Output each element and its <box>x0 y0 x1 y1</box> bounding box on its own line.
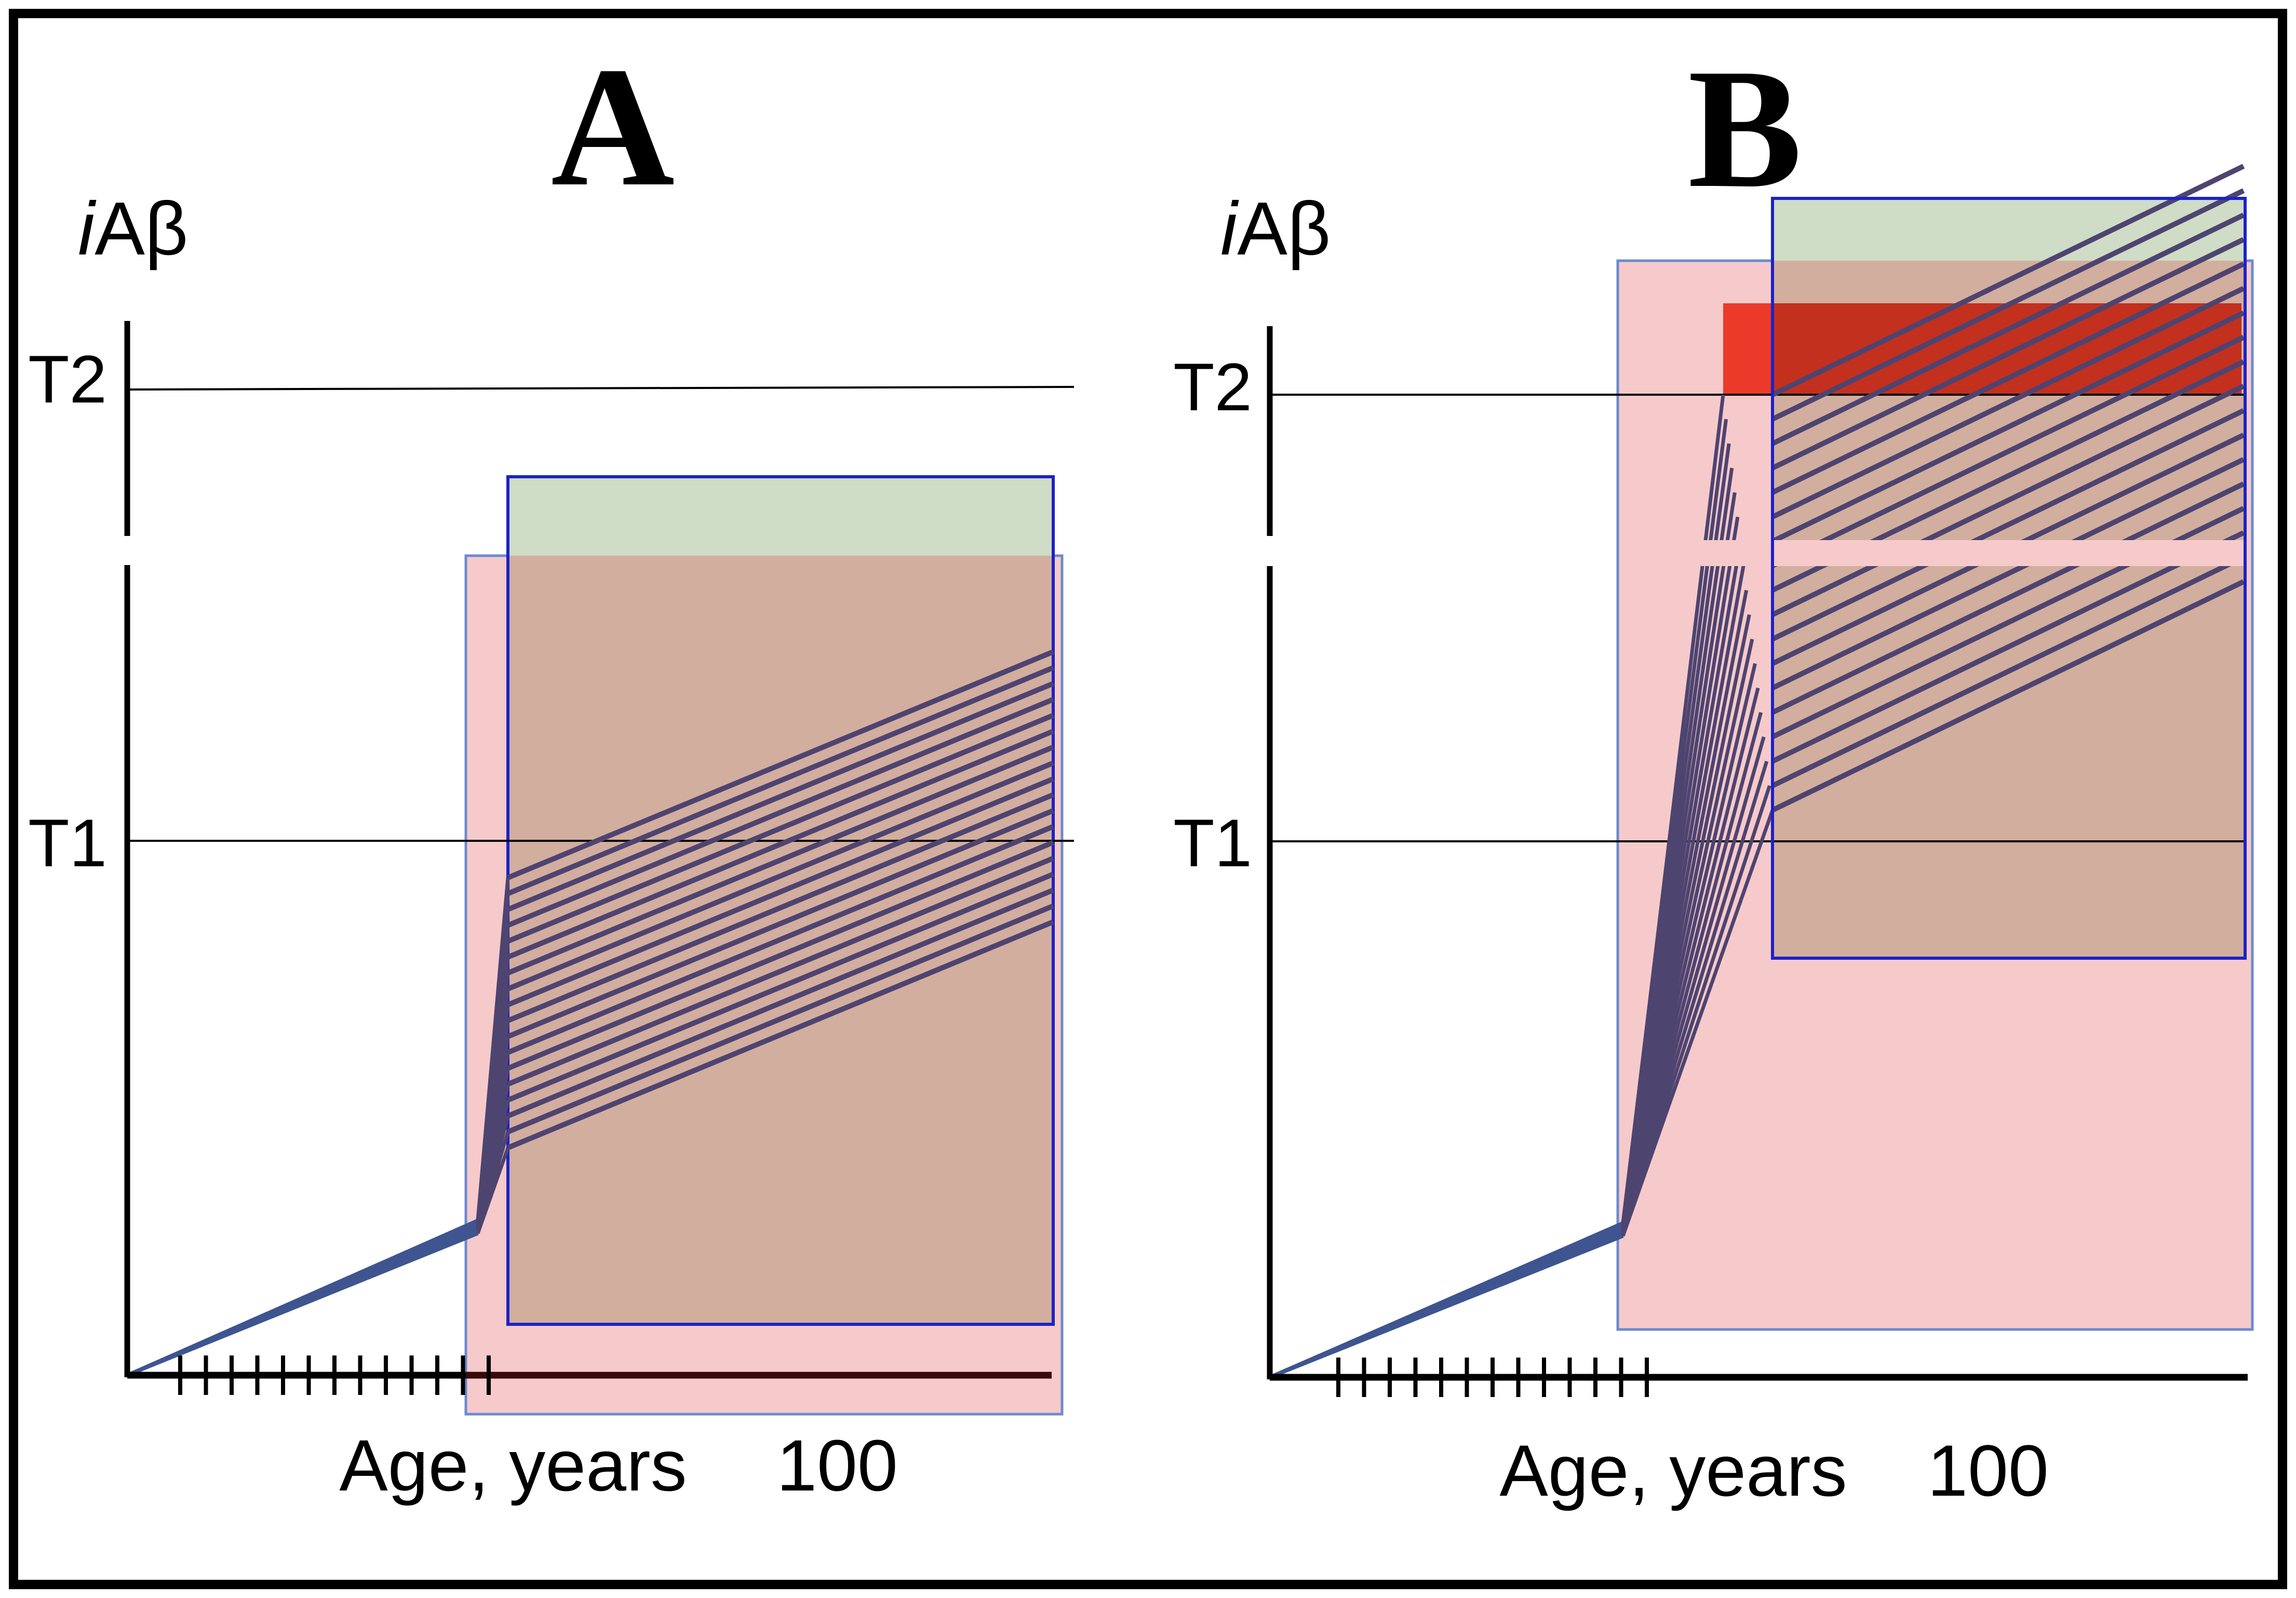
panel-a-x-tick-100-label: 100 <box>776 1425 898 1506</box>
panel-b-trajectory-line <box>1771 530 2245 764</box>
panel-a-trajectory-line <box>507 903 1054 1135</box>
panel-b-letter: B <box>1688 34 1802 223</box>
panel-a-trajectory-line <box>507 744 1054 976</box>
panel-b-t1-label: T1 <box>1173 805 1252 881</box>
y-axis-label-italic-part: i <box>1220 186 1239 271</box>
panel-a-trajectory-bundle <box>126 649 1054 1377</box>
panel-b-trajectory-line <box>1771 310 2245 544</box>
panel-b-trajectory-line <box>1771 188 2245 422</box>
panel-a-trajectory-line <box>507 919 1054 1150</box>
panel-a-trajectory-line <box>507 697 1054 928</box>
panel-b-trajectory-line <box>1771 237 2245 471</box>
panel-b-trajectory-line <box>1771 555 2245 788</box>
panel-b-x-ticks <box>1336 1358 1649 1397</box>
panel-a-green-region <box>508 477 1053 556</box>
panel-a-x-axis-label: Age, years <box>339 1425 687 1506</box>
panel-b-axis-break-band <box>1701 540 2246 566</box>
panel-a-trajectory-line <box>507 760 1054 991</box>
panel-a-trajectory-line <box>507 824 1054 1055</box>
panel-b-trajectory-line <box>1771 212 2245 446</box>
panel-a-trajectory-line <box>507 713 1054 944</box>
panel-a-letter: A <box>551 32 675 222</box>
panel-b-trajectory-line <box>1771 457 2245 691</box>
panel-b: B iAβ T2 T1 Age, years 100 <box>1173 34 2254 1511</box>
panel-b-red-region-left <box>1723 303 1773 395</box>
panel-b-blue-box <box>1771 197 2247 960</box>
panel-b-trajectory-line <box>1771 481 2245 715</box>
panel-b-y-axis-label-text: Aβ <box>1237 186 1331 271</box>
panel-b-trajectory-line <box>1771 408 2245 642</box>
panel-a-trajectory-line <box>507 665 1054 896</box>
panel-a-trajectory-line <box>507 808 1054 1039</box>
panel-a-trajectory-line <box>507 840 1054 1071</box>
panel-b-trajectory-line <box>1771 384 2245 617</box>
panel-a-trajectory-line <box>507 776 1054 1008</box>
panel-a-trajectory-line <box>507 871 1054 1103</box>
panel-b-y-axis-label: iAβ <box>1220 186 1331 271</box>
panel-a-trajectory-line <box>507 729 1054 960</box>
panel-a-trajectory-line <box>507 856 1054 1087</box>
panel-b-rise-trajectory <box>1621 760 1769 1236</box>
panel-b-trajectory-line <box>1771 261 2245 495</box>
panel-b-trajectory-bundle <box>1269 164 2245 1379</box>
panel-b-rise-trajectory <box>1621 809 1775 1237</box>
panel-a-rise-trajectory <box>476 1147 510 1234</box>
panel-a: A iAβ T2 T1 Age, years 100 <box>28 32 1075 1506</box>
panel-a-trajectory-line <box>507 649 1054 880</box>
panel-b-early-trajectory <box>1269 1234 1624 1379</box>
panel-a-t2-line <box>127 386 1075 391</box>
panel-b-rise-trajectory <box>1621 736 1766 1234</box>
panel-a-y-axis-label-text: Aβ <box>95 186 188 271</box>
panel-a-t1-label: T1 <box>28 805 107 881</box>
panel-a-t2-label: T2 <box>28 341 107 417</box>
panel-a-trajectory-line <box>507 792 1054 1023</box>
y-axis-label-italic-part: i <box>78 186 97 271</box>
panel-b-x-tick-100-label: 100 <box>1927 1430 2049 1511</box>
panel-a-y-axis-label: iAβ <box>78 186 188 271</box>
panel-b-x-axis-label: Age, years <box>1499 1430 1847 1511</box>
panel-a-x-ticks <box>178 1355 491 1395</box>
panel-a-early-trajectory <box>126 1231 479 1377</box>
panel-a-trajectory-line <box>507 681 1054 912</box>
panel-a-trajectory-line <box>507 888 1054 1119</box>
panel-b-t2-label: T2 <box>1173 349 1252 425</box>
panel-b-trajectory-line <box>1771 286 2245 519</box>
panel-b-trajectory-line <box>1771 164 2245 397</box>
panel-b-trajectory-line <box>1771 334 2245 568</box>
panel-b-rise-trajectory <box>1621 785 1771 1236</box>
panel-b-trajectory-line <box>1771 579 2245 813</box>
